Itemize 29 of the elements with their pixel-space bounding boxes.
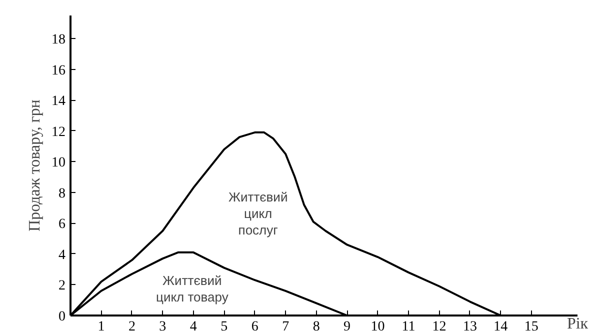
y-tick-label: 0: [58, 310, 66, 324]
y-tick-label: 16: [52, 63, 66, 78]
y-tick-label: 4: [58, 248, 66, 263]
x-tick-label: 7: [282, 320, 290, 334]
annotation: Життєвий цикл послуг: [228, 190, 288, 238]
y-tick-label: 8: [58, 186, 66, 202]
y-tick-label: 14: [52, 94, 66, 110]
x-tick-label: 9: [344, 320, 351, 334]
x-tick-label: 2: [128, 320, 136, 334]
x-tick-label: 14: [494, 320, 508, 334]
x-tick-label: 15: [524, 320, 538, 334]
x-tick-label: 12: [432, 320, 446, 334]
x-axis-title: Рік: [566, 316, 588, 332]
y-tick-label: 10: [52, 156, 66, 171]
x-tick-label: 5: [220, 320, 228, 334]
y-tick-label: 18: [52, 32, 66, 48]
annotation: Життєвий цикл товару: [156, 272, 229, 304]
x-tick-label: 11: [402, 320, 416, 334]
x-tick-label: 1: [98, 320, 105, 334]
x-tick-label: 13: [462, 320, 477, 334]
x-tick-label: 4: [190, 320, 197, 334]
x-tick-label: 3: [159, 320, 166, 334]
y-tick-label: 12: [52, 124, 66, 140]
x-tick-label: 6: [251, 320, 258, 334]
x-tick-label: 10: [370, 320, 385, 334]
y-tick-label: 2: [58, 278, 66, 294]
y-axis-title: Продаж товару, грн: [26, 99, 44, 232]
y-tick-label: 6: [58, 217, 66, 232]
x-tick-label: 8: [312, 320, 320, 334]
